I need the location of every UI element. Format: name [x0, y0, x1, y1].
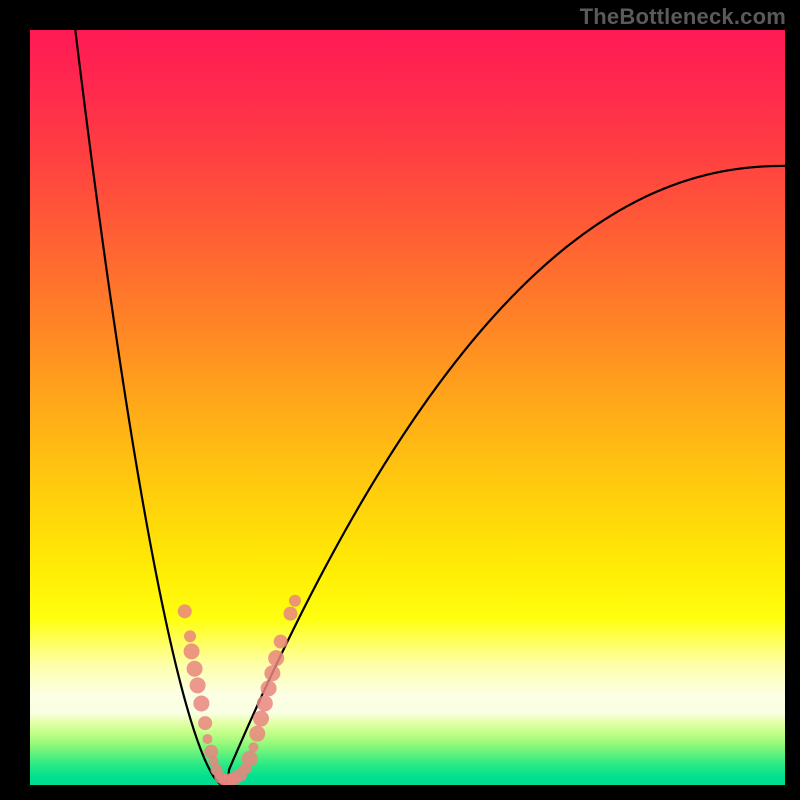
curve-marker — [253, 711, 269, 727]
curve-marker — [190, 677, 206, 693]
curve-marker — [289, 595, 301, 607]
curve-marker — [283, 607, 297, 621]
bottleneck-curve — [75, 30, 785, 785]
curve-marker — [178, 604, 192, 618]
plot-area — [30, 30, 785, 785]
curve-marker — [193, 695, 209, 711]
curve-marker — [184, 643, 200, 659]
curve-marker — [261, 680, 277, 696]
curve-marker — [198, 716, 212, 730]
curve-marker — [248, 742, 258, 752]
curve-marker — [187, 661, 203, 677]
curve-layer — [30, 30, 785, 785]
curve-markers — [178, 595, 301, 785]
curve-marker — [249, 726, 265, 742]
curve-marker — [184, 630, 196, 642]
curve-marker — [242, 751, 258, 767]
curve-marker — [257, 695, 273, 711]
curve-marker — [264, 665, 280, 681]
chart-root: TheBottleneck.com — [0, 0, 800, 800]
curve-marker — [274, 635, 288, 649]
curve-marker — [268, 650, 284, 666]
watermark-text: TheBottleneck.com — [580, 4, 786, 30]
curve-marker — [202, 734, 212, 744]
